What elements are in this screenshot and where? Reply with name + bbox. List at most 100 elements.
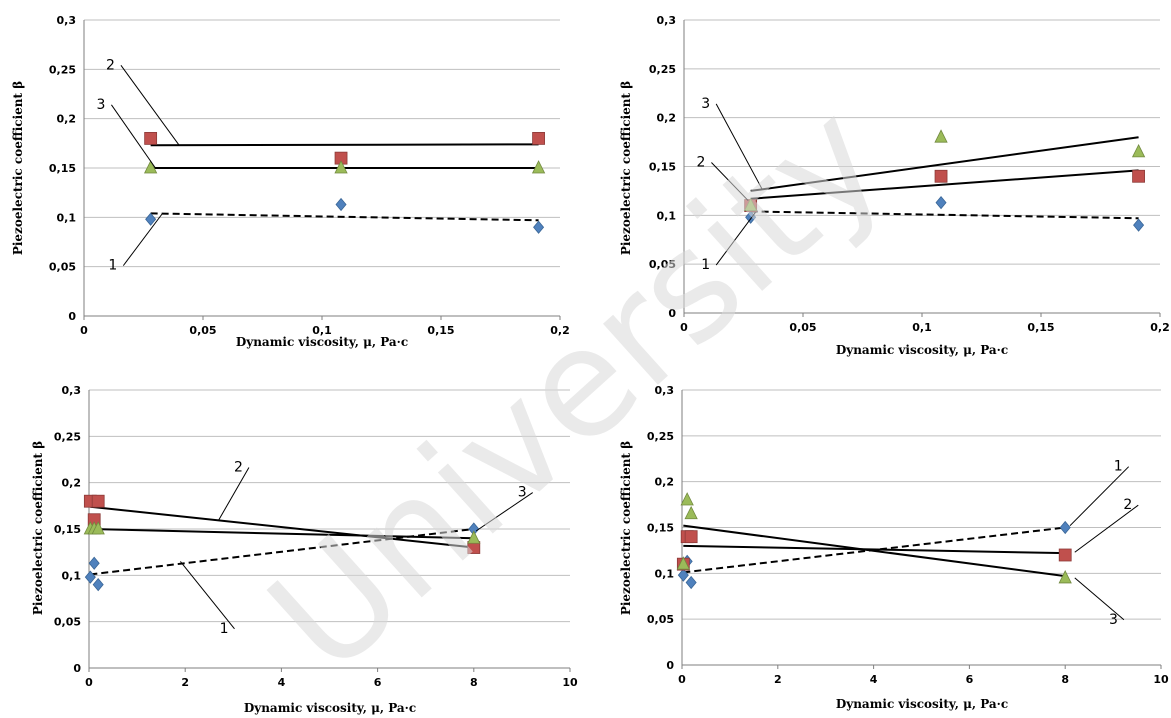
data-point-diamond (935, 196, 947, 210)
y-tick-label: 0,15 (49, 162, 76, 175)
y-tick-label: 0,2 (655, 476, 675, 489)
y-tick-label: 0,3 (655, 384, 675, 397)
trend-line-3 (90, 528, 474, 540)
x-tick-label: 0 (680, 321, 688, 334)
data-point-triangle (934, 129, 948, 143)
x-tick-label: 0 (80, 324, 88, 337)
callout-label: 1 (108, 258, 117, 274)
trend-line-2 (750, 169, 1139, 200)
data-point-triangle (676, 556, 690, 570)
y-axis-label: Piezoelectric coefficient β (619, 81, 633, 255)
data-point-diamond (745, 210, 757, 224)
x-axis-label: Dynamic viscosity, μ, Pa·c (836, 343, 1008, 357)
callout-leader (475, 492, 533, 532)
callout-leader (715, 212, 756, 266)
data-point-diamond (685, 575, 697, 590)
y-axis-label: Piezoelectric coefficient β (619, 441, 633, 615)
data-point-square (684, 530, 698, 544)
y-tick-label: 0,05 (649, 258, 676, 271)
trend-line-1 (150, 212, 539, 222)
y-tick-label: 0,3 (62, 384, 82, 397)
data-point-triangle (334, 160, 348, 174)
data-point-triangle (143, 160, 158, 174)
y-tick-label: 0,05 (647, 613, 674, 626)
x-tick-label: 8 (470, 676, 478, 689)
y-tick-label: 0,2 (62, 477, 82, 490)
y-tick-label: 0,05 (49, 261, 76, 274)
chart-bottom-right: 0 0,05 0,1 0,15 0,2 0,25 0,3 0 2 4 6 8 10 Dynamic vis… (619, 384, 1169, 711)
callout-leader (715, 103, 763, 191)
callout-label: 2 (234, 460, 243, 476)
y-tick-label: 0,3 (657, 14, 677, 27)
x-tick-label: 4 (278, 676, 286, 689)
data-point-triangle (1131, 143, 1146, 158)
data-point-square (1132, 169, 1145, 183)
trend-line-2 (90, 505, 474, 549)
y-axis-label: Piezoelectric coefficient β (11, 81, 25, 255)
callout-leader (122, 213, 163, 266)
x-tick-label: 10 (1153, 673, 1169, 686)
callout-label: 3 (518, 485, 527, 501)
x-tick-label: 6 (374, 676, 382, 689)
data-point-triangle (531, 160, 546, 174)
y-tick-label: 0,2 (57, 113, 77, 126)
trend-line-3 (683, 524, 1066, 578)
x-tick-label: 0,2 (550, 324, 570, 337)
callout-leader (1069, 466, 1130, 527)
y-tick-label: 0,1 (657, 209, 677, 222)
data-point-diamond (145, 212, 157, 226)
y-tick-label: 0,1 (57, 211, 77, 224)
x-tick-label: 0,05 (789, 321, 816, 334)
data-point-diamond (84, 570, 96, 584)
trend-line-1 (750, 210, 1139, 220)
data-point-diamond (1133, 218, 1145, 232)
trend-line-3 (750, 136, 1139, 192)
y-tick-label: 0,25 (647, 430, 674, 443)
y-tick-label: 0,25 (649, 63, 676, 76)
y-tick-label: 0,25 (49, 63, 76, 76)
x-tick-label: 0,2 (1150, 321, 1170, 334)
callout-label: 2 (1123, 497, 1132, 513)
y-tick-label: 0,3 (57, 14, 77, 27)
callout-label: 2 (106, 57, 115, 73)
x-tick-label: 0 (678, 673, 686, 686)
callout-leader (111, 104, 156, 169)
y-tick-label: 0,15 (647, 522, 674, 535)
x-axis-label: Dynamic viscosity, μ, Pa·c (236, 335, 408, 349)
trend-line-2 (150, 143, 539, 147)
x-tick-label: 10 (562, 676, 578, 689)
data-point-square (1058, 548, 1072, 562)
x-tick-label: 0,1 (912, 321, 932, 334)
data-point-diamond (92, 577, 104, 592)
y-tick-label: 0,15 (54, 523, 81, 536)
chart-bottom-left: 0 0,05 0,1 0,15 0,2 0,25 0,3 0 2 4 6 8 10 Dynamic vis… (31, 384, 578, 715)
x-axis-label: Dynamic viscosity, μ, Pa·c (244, 701, 416, 715)
x-tick-label: 0,1 (312, 324, 332, 337)
data-point-diamond (1059, 520, 1071, 535)
data-point-square (144, 131, 158, 145)
callout-leader (180, 561, 235, 630)
y-tick-label: 0,1 (62, 569, 82, 582)
data-point-diamond (677, 568, 689, 582)
x-tick-label: 0 (85, 676, 93, 689)
callout-leader (218, 467, 250, 520)
x-tick-label: 2 (181, 676, 189, 689)
y-tick-label: 0,15 (649, 161, 676, 174)
callout-label: 2 (696, 155, 705, 171)
y-tick-label: 0 (68, 310, 76, 323)
callout-leader (1074, 504, 1139, 553)
callout-leader (711, 162, 749, 202)
x-tick-label: 0,15 (427, 324, 454, 337)
data-point-triangle (680, 492, 694, 506)
callout-label: 3 (1109, 612, 1118, 628)
y-tick-label: 0,05 (54, 616, 81, 629)
chart-top-left: 0 0,05 0,1 0,15 0,2 0,25 0,3 0 0,05 0,1 0,15 0,2 Dyn… (11, 14, 570, 349)
data-point-triangle (743, 197, 758, 211)
callout-label: 1 (701, 257, 710, 273)
data-point-square (934, 169, 948, 183)
callout-label: 3 (701, 96, 710, 112)
chart-top-right: 0 0,05 0,1 0,15 0,2 0,25 0,3 0 0,05 0,1 0,15 0,2 Dyn… (619, 14, 1170, 357)
data-point-triangle (684, 505, 698, 520)
x-axis-label: Dynamic viscosity, μ, Pa·c (836, 697, 1008, 711)
